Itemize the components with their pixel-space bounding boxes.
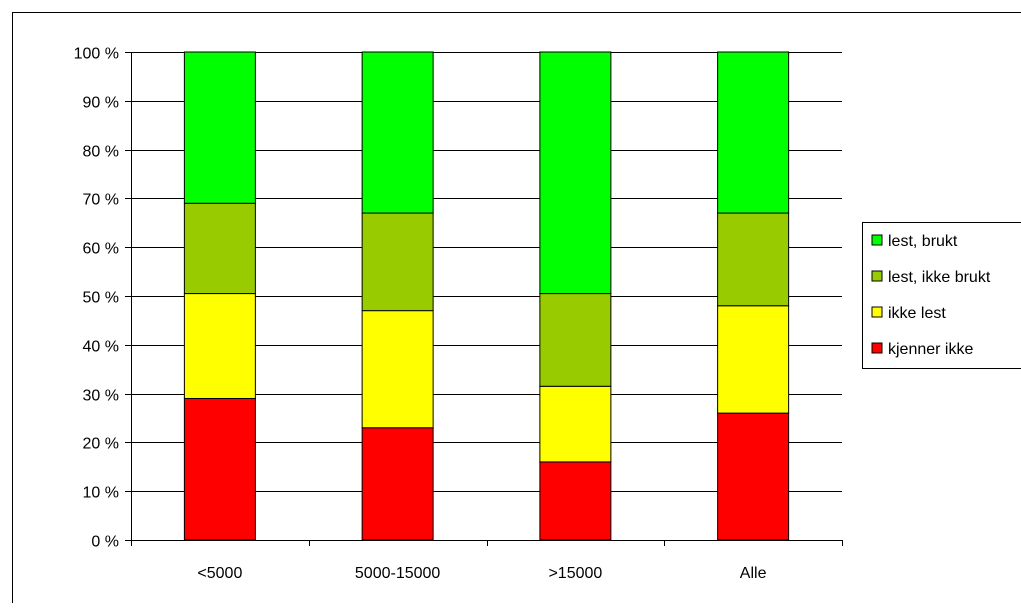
- y-tick-label: 100 %: [74, 46, 119, 63]
- legend-swatch: [872, 235, 882, 245]
- bar-segment: [718, 213, 789, 306]
- bar-segment: [540, 386, 611, 462]
- y-tick-label: 70 %: [83, 192, 119, 209]
- bar-segment: [362, 311, 433, 428]
- y-tick-label: 50 %: [83, 290, 119, 307]
- bar-segment: [184, 203, 255, 293]
- bar-segment: [184, 294, 255, 399]
- legend-label: lest, brukt: [888, 233, 958, 250]
- bar-segment: [718, 52, 789, 213]
- bar-segment: [362, 428, 433, 540]
- y-tick-label: 60 %: [83, 241, 119, 258]
- x-tick-label: 5000-15000: [355, 565, 441, 582]
- x-tick-label: <5000: [197, 565, 242, 582]
- bar-segment: [184, 52, 255, 203]
- legend-label: ikke lest: [888, 305, 946, 322]
- y-tick-label: 80 %: [83, 144, 119, 161]
- bar-segment: [362, 213, 433, 311]
- bar-segment: [718, 413, 789, 540]
- x-tick-label: Alle: [740, 565, 767, 582]
- y-tick-label: 10 %: [83, 485, 119, 502]
- bar-segment: [540, 462, 611, 540]
- legend: lest, brukt lest, ikke brukt ikke lest kjen…: [863, 223, 1021, 369]
- legend-label: kjenner ikke: [888, 341, 973, 358]
- bar-segment: [540, 294, 611, 387]
- y-tick-label: 0 %: [91, 534, 119, 551]
- bar-segment: [718, 306, 789, 413]
- bar-segment: [362, 52, 433, 213]
- x-tick-label: >15000: [548, 565, 602, 582]
- y-tick-label: 90 %: [83, 95, 119, 112]
- y-tick-label: 30 %: [83, 388, 119, 405]
- legend-swatch: [872, 271, 882, 281]
- bar-segment: [184, 398, 255, 540]
- legend-swatch: [872, 343, 882, 353]
- legend-label: lest, ikke brukt: [888, 269, 991, 286]
- y-tick-label: 40 %: [83, 339, 119, 356]
- y-tick-label: 20 %: [83, 436, 119, 453]
- legend-swatch: [872, 307, 882, 317]
- bar-segment: [540, 52, 611, 294]
